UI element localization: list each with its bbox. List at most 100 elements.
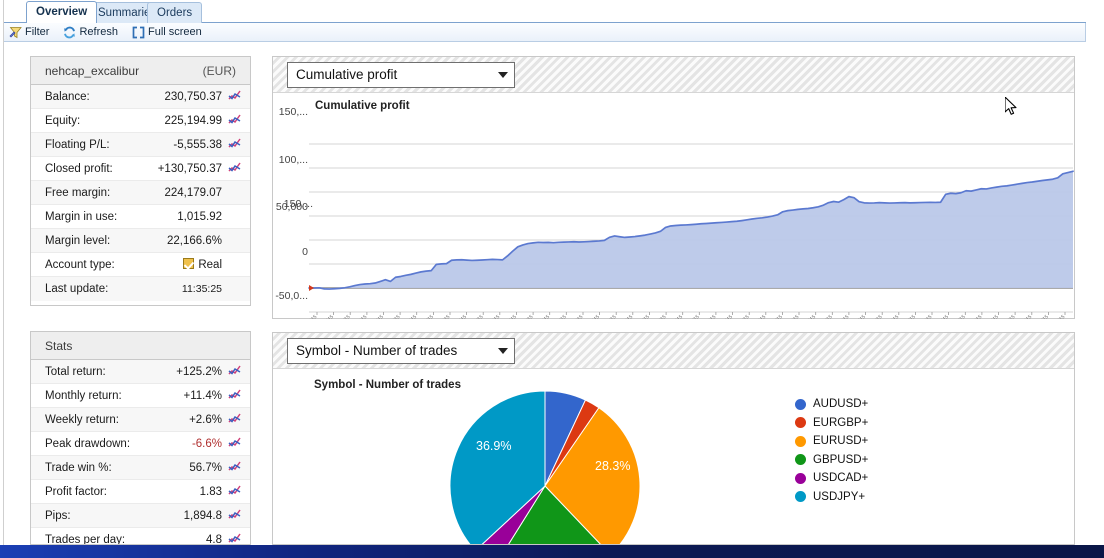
line-chart-icon[interactable] xyxy=(228,389,244,403)
tab-summaries[interactable]: Summaries xyxy=(88,2,167,23)
cumulative-profit-card-header: Cumulative profit xyxy=(273,57,1074,93)
legend-item[interactable]: GBPUSD+ xyxy=(795,451,868,470)
chart-type-select-profit[interactable]: Cumulative profit xyxy=(287,61,515,88)
table-row[interactable]: Trade win %: 56.7% xyxy=(31,456,250,480)
line-chart-icon[interactable] xyxy=(228,509,244,523)
pie-slice-eurusd[interactable] xyxy=(544,407,641,545)
y-tick-50k: 50,000 xyxy=(275,201,308,213)
line-chart-icon[interactable] xyxy=(228,437,244,451)
row-value: 1,894.8 xyxy=(183,509,222,522)
tab-strip: Overview Summaries Orders xyxy=(2,0,1086,23)
checkbox-icon[interactable] xyxy=(183,258,195,269)
table-row[interactable]: Margin level: 22,166.6% xyxy=(31,229,250,253)
legend-color-swatch xyxy=(795,417,806,429)
account-panel: nehcap_excalibur (EUR) Balance: 230,750.… xyxy=(30,56,251,306)
row-label: Pips: xyxy=(45,509,71,522)
table-row[interactable]: Free margin: 224,179.07 xyxy=(31,181,250,205)
refresh-label: Refresh xyxy=(79,26,118,38)
table-row[interactable]: Profit factor: 1.83 xyxy=(31,480,250,504)
fullscreen-button[interactable]: Full screen xyxy=(130,24,204,40)
table-row[interactable]: Closed profit: +130,750.37 xyxy=(31,157,250,181)
chart-type-select-symbol[interactable]: Symbol - Number of trades xyxy=(287,337,515,364)
row-label: Profit factor: xyxy=(45,485,107,498)
table-row[interactable]: Floating P/L: -5,555.38 xyxy=(31,133,250,157)
pie-legend: AUDUSD+ EURGBP+ EURUSD+ GBPUSD+ xyxy=(795,395,868,506)
row-label: Closed profit: xyxy=(45,162,113,175)
line-chart-icon[interactable] xyxy=(228,90,244,104)
legend-item[interactable]: AUDUSD+ xyxy=(795,395,868,414)
row-label: Trades per day: xyxy=(45,533,126,545)
row-value: +2.6% xyxy=(189,413,222,426)
line-chart-icon[interactable] xyxy=(228,533,244,545)
legend-color-swatch xyxy=(795,472,806,484)
chart-type-select-profit-value: Cumulative profit xyxy=(296,67,398,82)
pie-slice-gbpusd[interactable] xyxy=(495,485,611,545)
toolbar: Filter Refresh xyxy=(2,23,1086,42)
y-tick-label: 150,... xyxy=(283,198,313,210)
row-value: 230,750.37 xyxy=(164,90,222,103)
row-value-wrap: Real xyxy=(183,258,222,271)
table-row[interactable]: Trades per day: 4.8 xyxy=(31,528,250,545)
stats-panel-title: Stats xyxy=(45,338,73,353)
legend-item[interactable]: USDJPY+ xyxy=(795,488,868,507)
tab-summaries-label: Summaries xyxy=(98,7,157,19)
row-value: 1.83 xyxy=(199,485,222,498)
pie-slice-label-usdjpy: 36.9% xyxy=(476,439,512,453)
line-chart-icon[interactable] xyxy=(228,461,244,475)
cumulative-profit-card: Cumulative profit Cumulative profit 150,… xyxy=(272,56,1075,319)
line-chart-icon[interactable] xyxy=(228,114,244,128)
table-row[interactable]: Peak drawdown: -6.6% xyxy=(31,432,250,456)
line-chart-icon[interactable] xyxy=(228,413,244,427)
line-chart-icon[interactable] xyxy=(228,162,244,176)
table-row[interactable]: Last update: 11:35:25 xyxy=(31,277,250,301)
table-row[interactable]: Pips: 1,894.8 xyxy=(31,504,250,528)
symbol-trades-card: Symbol - Number of trades Symbol - Numbe… xyxy=(272,332,1075,545)
legend-item[interactable]: EURGBP+ xyxy=(795,414,868,433)
table-row[interactable]: Total return: +125.2% xyxy=(31,360,250,384)
filter-button[interactable]: Filter xyxy=(7,24,51,40)
legend-label: EURGBP+ xyxy=(813,416,869,429)
row-label: Peak drawdown: xyxy=(45,437,131,450)
tab-orders[interactable]: Orders xyxy=(147,2,203,23)
table-row-account-type[interactable]: Account type: Real xyxy=(31,253,250,277)
table-row[interactable]: Monthly return: +11.4% xyxy=(31,384,250,408)
legend-color-swatch xyxy=(795,398,806,410)
row-value: 225,194.99 xyxy=(164,114,222,127)
refresh-icon xyxy=(63,26,76,39)
line-chart-icon[interactable] xyxy=(228,138,244,152)
chart-title-symbol: Symbol - Number of trades xyxy=(314,379,461,391)
legend-color-swatch xyxy=(795,491,806,503)
line-chart-icon[interactable] xyxy=(228,365,244,379)
tab-orders-label: Orders xyxy=(157,7,193,19)
account-panel-header: nehcap_excalibur (EUR) xyxy=(31,57,250,85)
row-value: 11:35:25 xyxy=(181,283,222,295)
refresh-button[interactable]: Refresh xyxy=(61,24,120,40)
y-tick-0: 0 xyxy=(302,246,308,258)
tab-overview[interactable]: Overview xyxy=(26,1,98,23)
legend-item[interactable]: USDCAD+ xyxy=(795,469,868,488)
pie-chart-svg xyxy=(449,390,641,545)
chart-title-profit: Cumulative profit xyxy=(315,100,410,112)
row-label: Balance: xyxy=(45,90,90,103)
row-label: Free margin: xyxy=(45,186,111,199)
line-chart-icon[interactable] xyxy=(228,485,244,499)
table-row[interactable]: Margin in use: 1,015.92 xyxy=(31,205,250,229)
row-value: 1,015.92 xyxy=(177,210,222,223)
cumulative-profit-chart: Cumulative profit 150,... xyxy=(273,93,1074,319)
row-label: Monthly return: xyxy=(45,389,122,402)
chart-type-select-symbol-value: Symbol - Number of trades xyxy=(296,343,458,358)
table-row[interactable]: Equity: 225,194.99 xyxy=(31,109,250,133)
left-window-edge xyxy=(2,0,4,545)
table-row[interactable]: Weekly return: +2.6% xyxy=(31,408,250,432)
row-value: -5,555.38 xyxy=(173,138,222,151)
filter-icon xyxy=(9,26,22,39)
row-value: 224,179.07 xyxy=(164,186,222,199)
chevron-down-icon xyxy=(498,347,508,354)
pie-slice-usdjpy[interactable] xyxy=(449,390,546,545)
legend-label: AUDUSD+ xyxy=(813,398,869,411)
legend-color-swatch xyxy=(795,454,806,466)
table-row[interactable]: Balance: 230,750.37 xyxy=(31,85,250,109)
row-value: 4.8 xyxy=(206,533,222,545)
account-currency: (EUR) xyxy=(202,63,236,78)
legend-item[interactable]: EURUSD+ xyxy=(795,432,868,451)
